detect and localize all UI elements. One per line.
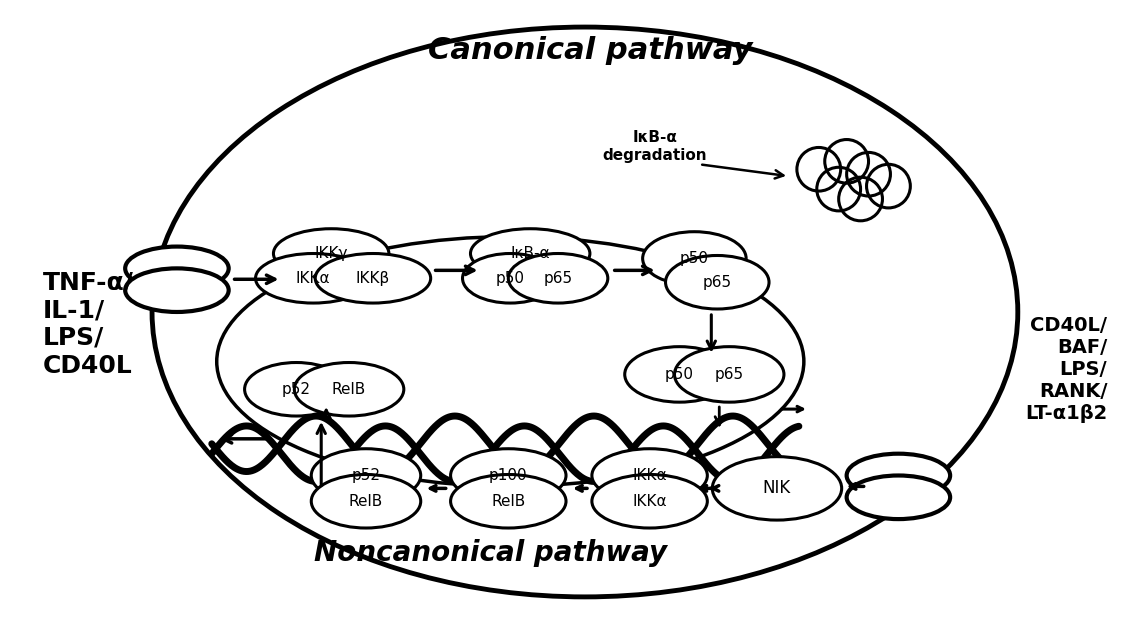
Ellipse shape [463,253,559,303]
Text: RelB: RelB [491,494,526,509]
Ellipse shape [666,255,770,309]
Ellipse shape [152,27,1018,597]
Ellipse shape [592,449,707,502]
Ellipse shape [450,449,567,502]
Text: TNF-α/
IL-1/
LPS/
CD40L: TNF-α/ IL-1/ LPS/ CD40L [42,270,133,378]
Ellipse shape [625,347,734,402]
Ellipse shape [643,232,747,286]
Text: IKKγ: IKKγ [315,246,348,261]
Ellipse shape [712,457,841,520]
Text: p50: p50 [679,251,709,266]
Text: IKKα: IKKα [296,271,331,286]
Ellipse shape [125,268,229,312]
Text: p65: p65 [702,275,732,290]
Text: p52: p52 [282,382,311,397]
Text: RelB: RelB [349,494,383,509]
Ellipse shape [508,253,608,303]
Text: IKKα: IKKα [633,468,667,483]
Text: NIK: NIK [763,480,791,497]
Text: p65: p65 [544,271,572,286]
Ellipse shape [316,253,431,303]
Text: p100: p100 [489,468,528,483]
Text: p52: p52 [351,468,381,483]
Ellipse shape [675,347,784,402]
Text: IκB-α
degradation: IκB-α degradation [602,130,707,163]
Text: p50: p50 [665,367,694,382]
Ellipse shape [245,363,348,416]
Ellipse shape [125,247,229,290]
Text: CD40L/
BAF/
LPS/
RANK/
LT-α1β2: CD40L/ BAF/ LPS/ RANK/ LT-α1β2 [1025,316,1107,423]
Text: IKKβ: IKKβ [356,271,390,286]
Text: Noncanonical pathway: Noncanonical pathway [314,539,667,567]
Text: RelB: RelB [332,382,366,397]
Ellipse shape [592,475,707,528]
Ellipse shape [847,454,950,497]
Text: IκB-α: IκB-α [511,246,549,261]
Ellipse shape [274,229,389,278]
Ellipse shape [311,475,421,528]
Text: IKKα: IKKα [633,494,667,509]
Ellipse shape [471,229,589,278]
Ellipse shape [294,363,404,416]
Ellipse shape [450,475,567,528]
Text: p65: p65 [715,367,743,382]
Text: p50: p50 [496,271,524,286]
Ellipse shape [847,475,950,519]
Text: Canonical pathway: Canonical pathway [428,36,752,65]
Ellipse shape [311,449,421,502]
Ellipse shape [255,253,370,303]
Ellipse shape [217,237,804,486]
